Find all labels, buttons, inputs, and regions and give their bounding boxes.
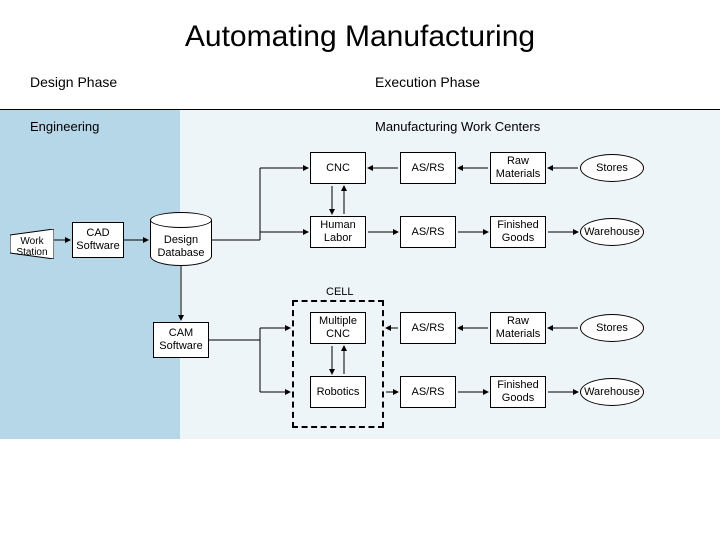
- node-cam: CAMSoftware: [153, 322, 209, 358]
- page-title: Automating Manufacturing: [0, 0, 720, 64]
- bg-design-phase: [0, 109, 180, 439]
- node-workstation-label: WorkStation: [13, 236, 51, 258]
- phase-separator: [0, 109, 720, 110]
- node-rawmat1: RawMaterials: [490, 152, 546, 184]
- node-rawmat2: RawMaterials: [490, 312, 546, 344]
- node-stores1: Stores: [580, 154, 644, 182]
- node-asrs1: AS/RS: [400, 152, 456, 184]
- node-cnc: CNC: [310, 152, 366, 184]
- node-asrs4: AS/RS: [400, 376, 456, 408]
- phase-design-label: Design Phase: [30, 74, 117, 90]
- section-engineering-label: Engineering: [30, 119, 99, 134]
- node-asrs2: AS/RS: [400, 216, 456, 248]
- node-designdb: DesignDatabase: [150, 212, 212, 266]
- diagram-canvas: Design Phase Execution Phase Engineering…: [0, 64, 720, 494]
- node-stores2: Stores: [580, 314, 644, 342]
- node-designdb-label: DesignDatabase: [150, 234, 212, 259]
- node-cad: CADSoftware: [72, 222, 124, 258]
- node-fingoods1: FinishedGoods: [490, 216, 546, 248]
- phase-execution-label: Execution Phase: [375, 74, 480, 90]
- node-warehouse2: Warehouse: [580, 378, 644, 406]
- node-fingoods2: FinishedGoods: [490, 376, 546, 408]
- node-multcnc: MultipleCNC: [310, 312, 366, 344]
- node-robotics: Robotics: [310, 376, 366, 408]
- node-asrs3: AS/RS: [400, 312, 456, 344]
- node-warehouse1: Warehouse: [580, 218, 644, 246]
- node-workstation: WorkStation: [10, 229, 54, 262]
- node-human: HumanLabor: [310, 216, 366, 248]
- cell-label: CELL: [326, 286, 354, 298]
- section-mwc-label: Manufacturing Work Centers: [375, 119, 540, 134]
